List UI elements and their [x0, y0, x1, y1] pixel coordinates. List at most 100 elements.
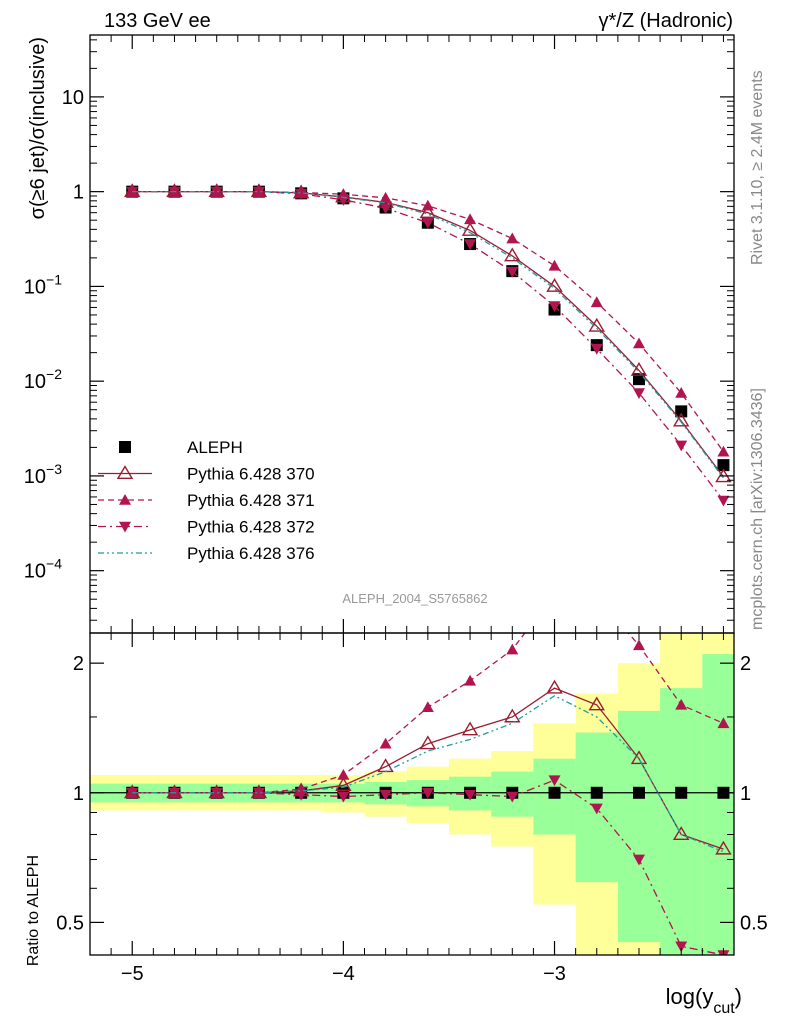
series-1-ratio-point	[461, 721, 479, 736]
series-1-point	[672, 412, 690, 427]
ratio-y-axis-title: Ratio to ALEPH	[25, 855, 42, 966]
series-1-ratio-point	[419, 735, 437, 750]
main-y-axis-title: σ(≥6 jet)/σ(inclusive)	[27, 37, 49, 219]
tick-exponent: −1	[46, 271, 62, 287]
x-tick-label: −3	[543, 963, 566, 985]
legend-label-3: Pythia 6.428 372	[187, 518, 315, 537]
series-3-ratio-point	[548, 775, 561, 787]
series-0-ratio-point	[632, 786, 645, 799]
series-1-ratio-point	[546, 679, 563, 694]
series-3-point	[295, 188, 308, 200]
series-2-ratio-point	[675, 698, 688, 710]
legend-marker-1	[116, 465, 134, 479]
x-axis-title: log(ycut)	[666, 984, 742, 1017]
series-3-point	[252, 186, 265, 198]
series-2-ratio-point	[717, 717, 730, 729]
tick-base: 10	[24, 371, 46, 393]
series-3-ratio-point	[675, 941, 688, 953]
series-0-point	[632, 373, 645, 386]
main-y-tick-label: 10	[62, 87, 84, 109]
legend-label-4: Pythia 6.428 376	[187, 544, 315, 563]
series-3-point	[506, 266, 519, 278]
tick-exponent: −2	[46, 366, 62, 382]
series-1-point	[630, 362, 648, 376]
x-axis-title-main: log(y	[666, 984, 714, 1009]
series-3-ratio-point	[337, 791, 350, 803]
ratio-y-tick-label-left: 1	[73, 783, 84, 805]
series-3-ratio-point	[632, 854, 645, 866]
series-2-ratio-point	[632, 639, 645, 651]
series-3-point	[590, 343, 603, 355]
series-4-main-line	[132, 191, 724, 479]
stat-uncertainty-band	[702, 654, 734, 955]
ratio-y-tick-label-right: 1	[740, 783, 751, 805]
series-2-point	[675, 387, 688, 398]
series-2-point	[590, 296, 603, 308]
main-y-tick-label: 1	[73, 182, 84, 204]
series-3-point	[548, 301, 561, 313]
legend-marker-3	[119, 521, 131, 533]
series-3-ratio-point	[506, 791, 519, 803]
series-2-point	[464, 213, 477, 225]
series-1-point	[461, 222, 479, 236]
series-2-ratio-point	[337, 768, 350, 780]
series-3-ratio-point	[379, 789, 392, 801]
series-0-point	[717, 459, 730, 472]
main-panel-series	[124, 183, 732, 507]
tick-exponent: −4	[46, 556, 62, 572]
series-3-ratio-point	[590, 803, 603, 815]
series-2-point	[421, 199, 434, 211]
series-3-point	[717, 495, 730, 507]
x-axis-title-close: )	[735, 984, 742, 1009]
ratio-panel-series	[124, 588, 732, 955]
series-1-ratio-point	[335, 777, 352, 791]
series-3-point	[675, 440, 688, 452]
series-3-ratio-point	[210, 787, 223, 799]
series-2-ratio-point	[421, 701, 434, 713]
series-3-point	[421, 217, 434, 229]
x-axis-title-sub: cut	[713, 1000, 735, 1017]
stat-uncertainty-band	[660, 688, 703, 955]
mcplots-label: mcplots.cern.ch [arXiv:1306.3436]	[749, 388, 766, 630]
series-2-ratio-point	[549, 588, 561, 599]
main-y-tick-label: 10−3	[24, 461, 62, 488]
series-2-ratio-point	[464, 674, 477, 686]
legend: ALEPH Pythia 6.428 370 Pythia 6.428 371 Pyt…	[98, 438, 315, 563]
tick-exponent: −3	[46, 461, 62, 477]
series-3-point	[210, 186, 223, 198]
ratio-y-tick-label-right: 2	[740, 653, 751, 675]
legend-marker-2	[119, 494, 131, 505]
series-0-ratio-point	[548, 786, 561, 799]
series-3-ratio-point	[421, 787, 434, 799]
x-tick-label: −5	[121, 963, 144, 985]
series-1-ratio-point	[715, 840, 732, 855]
series-2-ratio-point	[591, 591, 603, 602]
series-1-main-line	[132, 191, 724, 478]
ratio-y-tick-label-left: 2	[73, 653, 84, 675]
rivet-version-label: Rivet 3.1.10, ≥ 2.4M events	[749, 70, 766, 265]
series-2-main-line	[132, 191, 724, 453]
tick-base: 10	[24, 466, 46, 488]
series-0-ratio-point	[675, 786, 688, 799]
main-y-tick-label: 10−2	[24, 366, 62, 393]
series-3-point	[632, 388, 645, 400]
x-tick-label: −4	[332, 963, 355, 985]
series-2-point	[548, 259, 561, 271]
series-2-point	[506, 232, 519, 244]
series-1-point	[504, 247, 521, 262]
legend-label-2: Pythia 6.428 371	[187, 491, 315, 510]
header-left: 133 GeV ee	[104, 10, 211, 32]
legend-marker-0	[119, 441, 131, 453]
series-0-point	[675, 405, 688, 418]
series-1-ratio-point	[504, 708, 521, 723]
series-3-ratio-point	[464, 789, 477, 801]
analysis-watermark: ALEPH_2004_S5765862	[342, 591, 487, 606]
series-1-ratio-point	[630, 750, 648, 765]
series-2-ratio-point	[506, 643, 519, 655]
tick-base: 10	[24, 561, 46, 583]
series-4-ratio-line	[132, 695, 724, 853]
series-2-point	[379, 191, 392, 203]
main-y-tick-label: 10−4	[24, 556, 62, 583]
series-2-ratio-point	[379, 737, 392, 749]
